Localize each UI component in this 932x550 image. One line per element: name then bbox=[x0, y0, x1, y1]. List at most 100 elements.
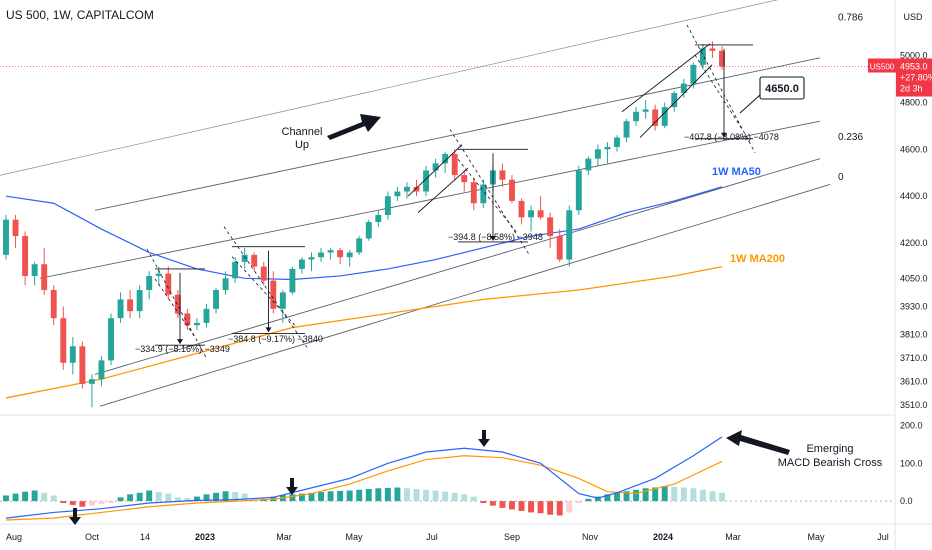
fib-0786-label: 0.786 bbox=[838, 12, 863, 23]
candle-body bbox=[289, 268, 296, 293]
macd-histogram-bar bbox=[566, 501, 573, 513]
rising-wedge-line bbox=[621, 43, 711, 113]
macd-histogram-bar bbox=[117, 497, 124, 502]
dashed-projection bbox=[449, 129, 531, 257]
macd-histogram-bar bbox=[690, 488, 697, 502]
price-axis-tick: 4200.0 bbox=[900, 238, 928, 248]
macd-histogram-bar bbox=[298, 493, 305, 502]
macd-histogram-bar bbox=[31, 490, 38, 502]
candle-body bbox=[680, 83, 687, 94]
macd-histogram-bar bbox=[442, 491, 449, 502]
candle-body bbox=[203, 308, 210, 323]
chart-title: US 500, 1W, CAPITALCOM bbox=[6, 8, 154, 22]
macd-down-arrow-shaft bbox=[482, 430, 486, 440]
macd-histogram-bar bbox=[222, 491, 229, 502]
macd-main-line bbox=[5, 436, 723, 519]
drop-measure-label: −334.9 (−8.16%) −3349 bbox=[135, 344, 230, 354]
drop-arrow-head bbox=[177, 339, 183, 345]
candle-body bbox=[98, 360, 105, 380]
candle-body bbox=[690, 64, 697, 84]
macd-histogram-bar bbox=[394, 487, 401, 502]
macd-histogram-bar bbox=[356, 489, 363, 502]
ma50-label: 1W MA50 bbox=[712, 166, 761, 178]
macd-down-arrow-head bbox=[478, 439, 490, 447]
macd-histogram-bar bbox=[719, 492, 725, 502]
candle-body bbox=[623, 121, 630, 138]
candle-body bbox=[432, 163, 439, 171]
symbol-tag bbox=[868, 58, 896, 73]
price-axis-tick: 4600.0 bbox=[900, 144, 928, 154]
macd-histogram-bar bbox=[22, 491, 29, 502]
candle-body bbox=[146, 275, 153, 291]
candle-body bbox=[575, 170, 582, 211]
time-axis-tick: Nov bbox=[582, 532, 599, 542]
candle-body bbox=[642, 109, 649, 112]
macd-axis-tick: 0.0 bbox=[900, 496, 913, 506]
macd-histogram-bar bbox=[50, 495, 57, 502]
candle-body bbox=[260, 266, 267, 281]
macd-histogram-bar bbox=[547, 501, 554, 515]
candle-body bbox=[470, 182, 477, 204]
macd-histogram-bar bbox=[108, 501, 114, 503]
macd-histogram-bar bbox=[318, 492, 324, 502]
candle-body bbox=[518, 200, 525, 218]
candle-body bbox=[337, 250, 344, 258]
time-axis-tick: Jul bbox=[877, 532, 889, 542]
candle-body bbox=[222, 278, 229, 291]
time-axis-tick: 14 bbox=[140, 532, 150, 542]
candle-body bbox=[556, 236, 563, 260]
candle-body bbox=[547, 217, 554, 237]
macd-histogram-bar bbox=[499, 501, 506, 508]
dashed-projection bbox=[146, 248, 208, 360]
dashed-projection bbox=[457, 159, 519, 235]
candle-body bbox=[356, 238, 363, 253]
candle-body bbox=[136, 290, 143, 312]
candle-body bbox=[404, 186, 410, 192]
macd-down-arrow-shaft bbox=[73, 508, 77, 518]
target-box bbox=[759, 76, 805, 100]
candle-body bbox=[50, 290, 57, 319]
macd-histogram-bar bbox=[652, 487, 659, 502]
macd-histogram-bar bbox=[203, 494, 210, 502]
macd-histogram-bar bbox=[3, 495, 9, 502]
candle-body bbox=[451, 154, 458, 176]
macd-histogram-bar bbox=[575, 501, 582, 503]
macd-histogram-bar bbox=[384, 487, 391, 502]
channel-line bbox=[94, 158, 821, 375]
macd-note-arrow bbox=[726, 430, 790, 455]
drop-measure-label: −407.8 (−8.08%) −4078 bbox=[684, 132, 779, 142]
price-axis-tick: 3510.0 bbox=[900, 400, 928, 410]
macd-histogram-bar bbox=[661, 486, 668, 502]
fib-0-label: 0 bbox=[838, 172, 844, 183]
macd-histogram-bar bbox=[423, 489, 430, 502]
macd-histogram-bar bbox=[604, 494, 611, 502]
macd-histogram-bar bbox=[41, 492, 48, 502]
candle-body bbox=[12, 219, 19, 237]
target-box-label: 4650.0 bbox=[765, 83, 799, 95]
last-price-tag bbox=[896, 58, 932, 97]
macd-histogram-bar bbox=[79, 501, 86, 507]
rising-wedge-line bbox=[407, 144, 463, 197]
price-axis-tick: 3710.0 bbox=[900, 353, 928, 363]
macd-note-line2: MACD Bearish Cross bbox=[778, 457, 883, 469]
candle-body bbox=[174, 294, 181, 314]
macd-histogram-bar bbox=[308, 492, 315, 502]
candle-body bbox=[671, 93, 678, 108]
candle-body bbox=[604, 146, 611, 150]
time-axis-tick: Jul bbox=[426, 532, 438, 542]
macd-histogram-bar bbox=[680, 487, 687, 502]
macd-histogram-bar bbox=[174, 497, 181, 502]
price-axis-tick: 3810.0 bbox=[900, 330, 928, 340]
macd-histogram-bar bbox=[241, 493, 248, 502]
macd-histogram-bar bbox=[346, 490, 353, 502]
macd-histogram-bar bbox=[413, 489, 420, 502]
macd-histogram-bar bbox=[88, 501, 95, 506]
time-axis-tick: Oct bbox=[85, 532, 100, 542]
price-axis-tick: 3930.0 bbox=[900, 301, 928, 311]
macd-histogram-bar bbox=[375, 488, 382, 502]
macd-down-arrow-head bbox=[286, 487, 298, 495]
macd-histogram-bar bbox=[213, 492, 219, 502]
dashed-projection bbox=[223, 226, 308, 348]
candle-body bbox=[585, 158, 592, 171]
